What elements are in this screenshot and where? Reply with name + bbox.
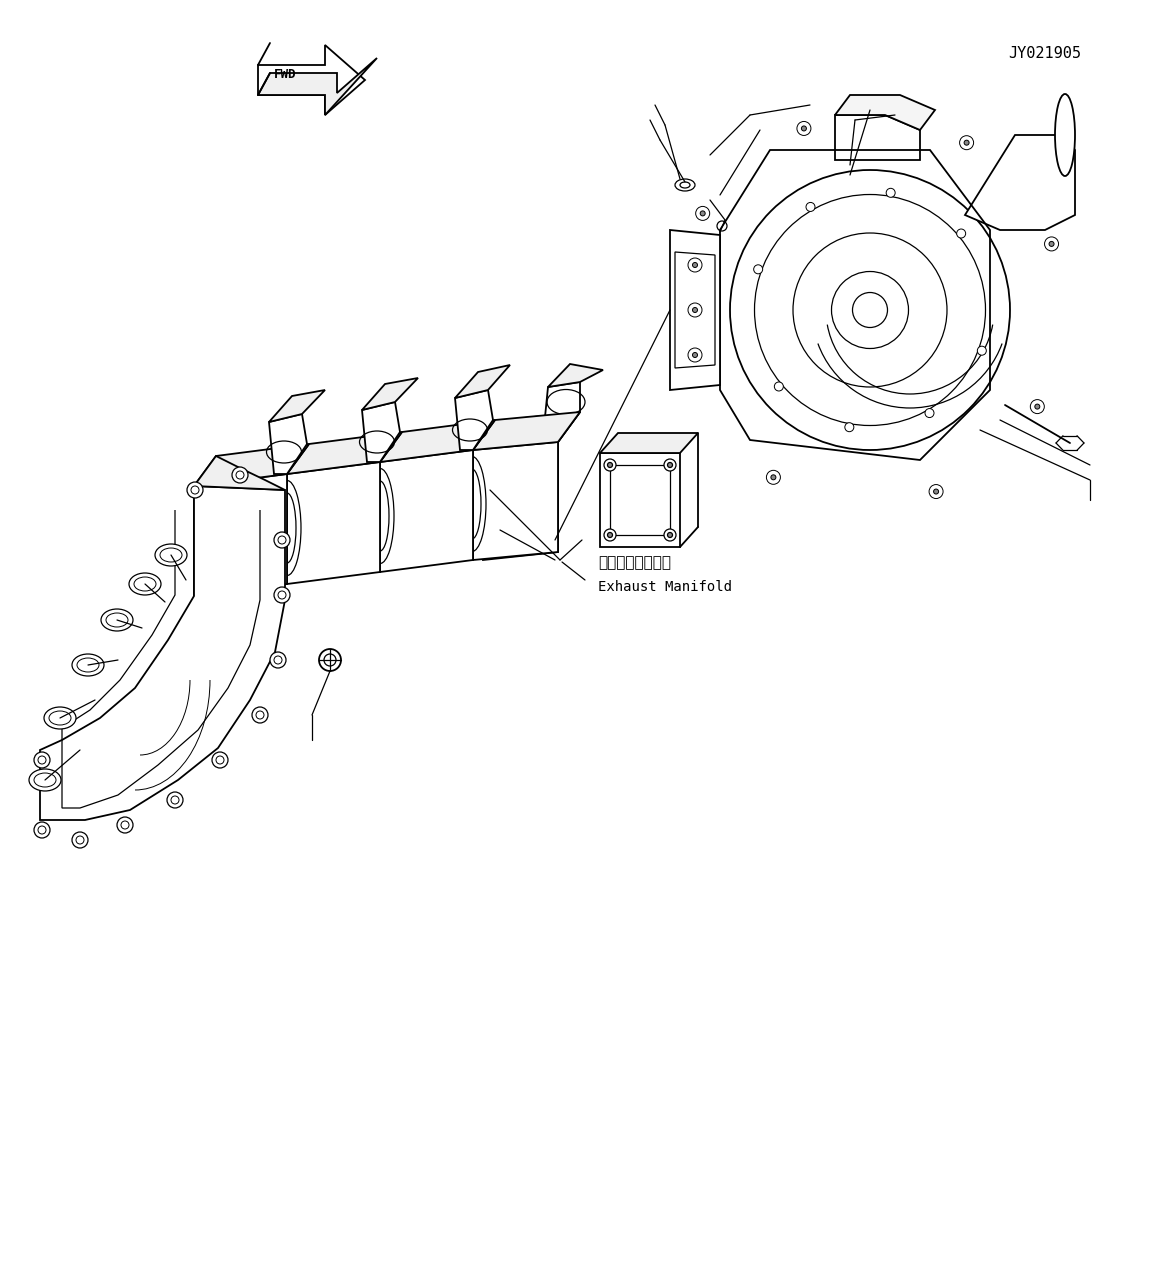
Ellipse shape bbox=[960, 136, 974, 149]
Polygon shape bbox=[269, 391, 325, 421]
Polygon shape bbox=[600, 454, 680, 547]
Polygon shape bbox=[484, 442, 558, 560]
Ellipse shape bbox=[933, 490, 939, 493]
Ellipse shape bbox=[766, 470, 780, 484]
Ellipse shape bbox=[319, 649, 341, 671]
Ellipse shape bbox=[491, 452, 500, 463]
Polygon shape bbox=[380, 450, 473, 572]
Ellipse shape bbox=[252, 707, 267, 723]
Ellipse shape bbox=[696, 207, 710, 221]
Polygon shape bbox=[258, 58, 377, 114]
Ellipse shape bbox=[957, 229, 966, 238]
Ellipse shape bbox=[978, 346, 986, 355]
Ellipse shape bbox=[693, 352, 697, 357]
Ellipse shape bbox=[274, 587, 290, 603]
Ellipse shape bbox=[964, 140, 969, 145]
Ellipse shape bbox=[688, 258, 702, 272]
Polygon shape bbox=[194, 456, 285, 490]
Ellipse shape bbox=[693, 262, 697, 267]
Ellipse shape bbox=[1055, 94, 1075, 176]
Ellipse shape bbox=[753, 265, 763, 274]
Polygon shape bbox=[670, 230, 719, 391]
Polygon shape bbox=[380, 420, 495, 463]
Polygon shape bbox=[484, 412, 580, 450]
Ellipse shape bbox=[686, 374, 691, 379]
Polygon shape bbox=[835, 95, 936, 130]
Polygon shape bbox=[600, 433, 698, 454]
Polygon shape bbox=[269, 414, 307, 474]
Ellipse shape bbox=[667, 463, 673, 468]
Polygon shape bbox=[362, 378, 418, 410]
Ellipse shape bbox=[34, 822, 50, 838]
Ellipse shape bbox=[797, 122, 811, 135]
Ellipse shape bbox=[274, 532, 290, 547]
Text: Exhaust Manifold: Exhaust Manifold bbox=[598, 580, 732, 594]
Ellipse shape bbox=[29, 768, 61, 792]
Ellipse shape bbox=[663, 529, 676, 541]
Ellipse shape bbox=[117, 817, 133, 833]
Ellipse shape bbox=[167, 792, 183, 808]
Text: FWD: FWD bbox=[273, 68, 297, 81]
Ellipse shape bbox=[604, 459, 616, 472]
Ellipse shape bbox=[34, 752, 50, 768]
Ellipse shape bbox=[155, 544, 187, 565]
Ellipse shape bbox=[232, 466, 248, 483]
Ellipse shape bbox=[604, 529, 616, 541]
Polygon shape bbox=[258, 45, 364, 114]
Ellipse shape bbox=[607, 463, 612, 468]
Polygon shape bbox=[194, 445, 310, 486]
Polygon shape bbox=[456, 365, 510, 398]
Ellipse shape bbox=[681, 369, 695, 383]
Ellipse shape bbox=[675, 179, 695, 191]
Polygon shape bbox=[362, 402, 399, 463]
Ellipse shape bbox=[774, 382, 784, 391]
Polygon shape bbox=[456, 391, 493, 450]
Ellipse shape bbox=[1044, 236, 1058, 251]
Ellipse shape bbox=[771, 475, 776, 479]
Ellipse shape bbox=[688, 303, 702, 317]
Ellipse shape bbox=[844, 423, 854, 432]
Ellipse shape bbox=[100, 609, 133, 631]
Ellipse shape bbox=[541, 532, 551, 542]
Ellipse shape bbox=[1035, 403, 1040, 409]
Ellipse shape bbox=[44, 707, 76, 729]
Ellipse shape bbox=[187, 482, 203, 499]
Ellipse shape bbox=[929, 484, 943, 499]
Ellipse shape bbox=[688, 348, 702, 362]
Ellipse shape bbox=[693, 307, 697, 312]
Ellipse shape bbox=[72, 654, 104, 676]
Text: 排気マニホールド: 排気マニホールド bbox=[598, 555, 670, 571]
Ellipse shape bbox=[128, 573, 161, 595]
Polygon shape bbox=[473, 412, 580, 450]
Ellipse shape bbox=[667, 532, 673, 537]
Ellipse shape bbox=[801, 126, 806, 131]
Polygon shape bbox=[543, 382, 580, 442]
Polygon shape bbox=[194, 474, 287, 596]
Polygon shape bbox=[548, 364, 603, 387]
Polygon shape bbox=[287, 432, 402, 474]
Ellipse shape bbox=[270, 651, 286, 668]
Ellipse shape bbox=[663, 459, 676, 472]
Ellipse shape bbox=[607, 532, 612, 537]
Ellipse shape bbox=[700, 211, 705, 216]
Ellipse shape bbox=[1049, 242, 1054, 247]
Polygon shape bbox=[40, 486, 285, 820]
Ellipse shape bbox=[925, 409, 934, 418]
Polygon shape bbox=[473, 442, 558, 560]
Ellipse shape bbox=[541, 452, 551, 463]
Ellipse shape bbox=[730, 170, 1010, 450]
Polygon shape bbox=[965, 135, 1075, 230]
Ellipse shape bbox=[806, 203, 815, 212]
Polygon shape bbox=[835, 114, 920, 161]
Polygon shape bbox=[287, 463, 380, 583]
Ellipse shape bbox=[491, 537, 500, 547]
Ellipse shape bbox=[72, 831, 88, 848]
Text: JY021905: JY021905 bbox=[1008, 45, 1082, 60]
Ellipse shape bbox=[213, 752, 228, 768]
Ellipse shape bbox=[887, 189, 895, 198]
Ellipse shape bbox=[1030, 400, 1044, 414]
